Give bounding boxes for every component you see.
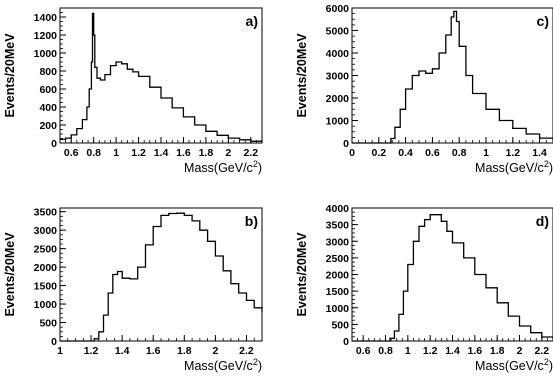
y-tick-label: 0 — [51, 336, 57, 348]
y-axis-title: Events/20MeV — [295, 33, 309, 118]
y-tick-label: 2000 — [34, 262, 58, 274]
x-tick-label: 0.8 — [86, 147, 101, 159]
y-tick-label: 2500 — [34, 244, 58, 256]
y-tick-label: 1500 — [326, 286, 350, 298]
y-tick-label: 2500 — [326, 253, 350, 265]
y-axis-title: Events/20MeV — [3, 33, 17, 118]
x-axis-title: Mass(GeV/c2) — [184, 357, 262, 373]
x-tick-label: 2.2 — [535, 345, 550, 357]
x-tick-label: 1.2 — [505, 147, 520, 159]
x-tick-label: 1.4 — [154, 147, 169, 159]
x-tick-label: 2 — [212, 345, 218, 357]
y-tick-label: 3000 — [326, 71, 350, 83]
x-tick-label: 1.4 — [532, 147, 547, 159]
y-tick-label: 6000 — [326, 3, 350, 15]
x-tick-label: 1.4 — [115, 345, 130, 357]
y-tick-label: 500 — [39, 318, 57, 330]
x-tick-label: 0.8 — [452, 147, 467, 159]
panel-label: c) — [537, 13, 549, 29]
x-tick-label: 2 — [225, 147, 231, 159]
x-tick-label: 0.2 — [371, 147, 386, 159]
y-tick-label: 600 — [39, 84, 57, 96]
panel-label: b) — [245, 213, 258, 229]
y-tick-label: 800 — [39, 66, 57, 78]
x-tick-label: 0.6 — [356, 345, 371, 357]
y-tick-label: 1000 — [34, 299, 58, 311]
x-tick-label: 2.2 — [239, 345, 254, 357]
x-tick-label: 0.4 — [398, 147, 413, 159]
x-tick-label: 1.8 — [199, 147, 214, 159]
histogram-line — [60, 212, 263, 342]
histogram-line — [352, 214, 553, 342]
x-tick-label: 1.8 — [490, 345, 505, 357]
panel-1: 0 0.2 0.4 0.6 0.8 1 1.2 1.4 0 1000 2000 3000 4000 500… — [295, 3, 553, 175]
x-tick-label: 1.6 — [468, 345, 483, 357]
x-axis-title: Mass(GeV/c2) — [184, 159, 262, 175]
x-tick-label: 1 — [57, 345, 63, 357]
plot-frame — [351, 207, 553, 342]
x-tick-label: 1.2 — [84, 345, 99, 357]
y-tick-label: 3000 — [326, 236, 350, 248]
x-tick-label: 1 — [483, 147, 489, 159]
x-tick-label: 1.2 — [131, 147, 146, 159]
x-tick-label: 2 — [517, 345, 523, 357]
y-tick-label: 1000 — [34, 48, 58, 60]
x-tick-label: 2.2 — [243, 147, 258, 159]
histogram-line — [60, 12, 263, 143]
y-tick-label: 3000 — [34, 225, 58, 237]
panel-label: d) — [536, 213, 549, 229]
panel-3: 0.6 0.8 1 1.2 1.4 1.6 1.8 2 2.2 0 500 1000 1500 2000 2… — [295, 203, 553, 373]
y-tick-label: 3500 — [34, 207, 58, 219]
plot-frame — [59, 7, 263, 144]
y-tick-label: 2000 — [326, 270, 350, 282]
y-tick-label: 5000 — [326, 26, 350, 38]
y-tick-label: 1400 — [34, 12, 58, 24]
x-tick-label: 0.6 — [64, 147, 79, 159]
x-tick-label: 0.6 — [425, 147, 440, 159]
x-tick-label: 1 — [113, 147, 119, 159]
x-tick-label: 0.8 — [378, 345, 393, 357]
histogram-line — [352, 10, 553, 144]
x-tick-label: 1.8 — [177, 345, 192, 357]
y-tick-label: 1500 — [34, 281, 58, 293]
y-tick-label: 3500 — [326, 220, 350, 232]
y-tick-label: 2000 — [326, 93, 350, 105]
x-axis-title: Mass(GeV/c2) — [475, 357, 553, 373]
y-tick-label: 1200 — [34, 30, 58, 42]
y-tick-label: 0 — [51, 138, 57, 150]
x-tick-label: 1 — [405, 345, 411, 357]
y-tick-label: 400 — [39, 102, 57, 114]
plot-frame — [351, 7, 553, 144]
x-tick-label: 1.2 — [423, 345, 438, 357]
y-axis-title: Events/20MeV — [295, 232, 309, 317]
panel-label: a) — [246, 13, 258, 29]
y-tick-label: 0 — [343, 336, 349, 348]
y-tick-label: 0 — [343, 138, 349, 150]
y-tick-label: 4000 — [326, 203, 350, 215]
y-axis-title: Events/20MeV — [3, 232, 17, 317]
y-tick-label: 200 — [39, 120, 57, 132]
panel-2: 1 1.2 1.4 1.6 1.8 2 2.2 0 500 1000 1500 2000 2500 300… — [3, 207, 263, 373]
y-tick-label: 1000 — [326, 303, 350, 315]
y-tick-label: 1000 — [326, 116, 350, 128]
x-tick-label: 1.6 — [176, 147, 191, 159]
x-axis-title: Mass(GeV/c2) — [475, 159, 553, 175]
x-tick-label: 1.6 — [146, 345, 161, 357]
plot-frame — [59, 207, 263, 342]
panel-0: 0.6 0.8 1 1.2 1.4 1.6 1.8 2 2.2 0 200 400 600 800 1000… — [3, 7, 263, 175]
y-tick-label: 4000 — [326, 48, 350, 60]
x-tick-label: 1.4 — [445, 345, 460, 357]
y-tick-label: 500 — [331, 319, 349, 331]
x-tick-label: 0 — [349, 147, 355, 159]
